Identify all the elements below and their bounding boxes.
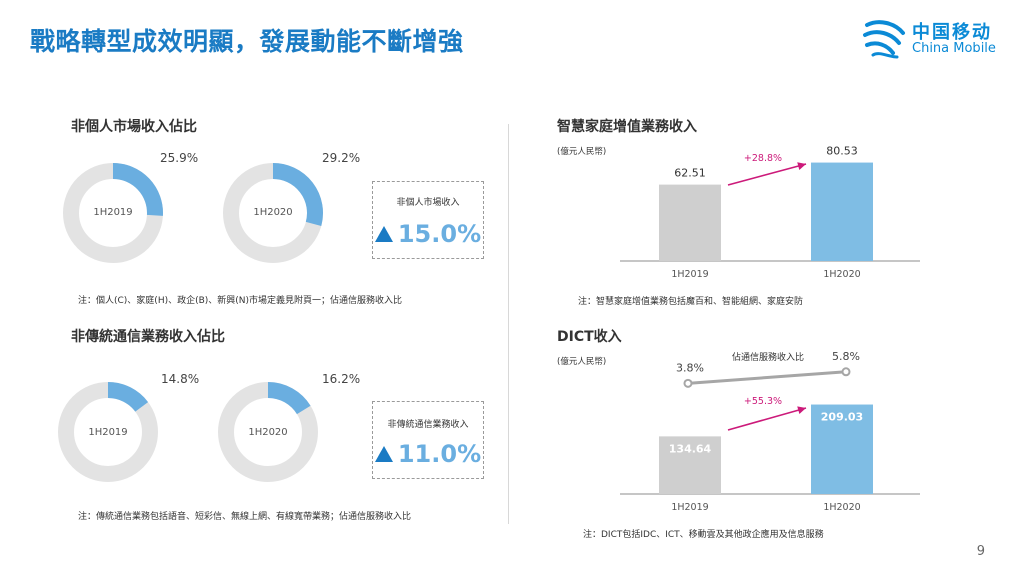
section-title-non-personal: 非個人市場收入佔比 <box>71 119 197 135</box>
donut-label: 1H2020 <box>248 427 288 438</box>
growth-box-label: 非個人市場收入 <box>396 198 460 208</box>
note-non-traditional: 注：傳統通信業務包括語音、短彩信、無線上網、有線寬帶業務；佔通信服務收入比 <box>78 512 412 522</box>
donut-segment <box>112 163 163 216</box>
growth-arrow-head <box>797 162 806 170</box>
donut-percent: 16.2% <box>322 372 361 386</box>
data-label: 80.53 <box>826 145 858 158</box>
donut-chart-non-traditional-2019 <box>58 382 158 482</box>
donut-label: 1H2020 <box>253 207 293 218</box>
page-number: 9 <box>976 544 985 559</box>
growth-arrow-line <box>727 163 807 186</box>
x-tick-label: 1H2020 <box>823 502 860 510</box>
logo-text-cn: 中国移动 <box>912 22 992 43</box>
logo-text-en: China Mobile <box>912 41 996 56</box>
up-triangle-icon <box>374 226 393 242</box>
bar <box>659 184 721 261</box>
donut-chart-non-personal-2019 <box>63 163 163 263</box>
up-triangle-icon <box>374 446 393 462</box>
ratio-series-label: 佔通信服務收入比 <box>732 351 804 363</box>
ratio-label: 5.8% <box>832 350 860 363</box>
donut-segment <box>107 382 149 413</box>
growth-arrow-line <box>727 407 807 431</box>
growth-box-non-traditional: 非傳統通信業務收入 11.0% <box>372 401 484 479</box>
bar <box>811 162 873 261</box>
data-label: 134.64 <box>669 442 712 455</box>
ratio-line <box>687 370 847 385</box>
unit-label: (億元人民幣) <box>557 357 607 367</box>
growth-box-label: 非傳統通信業務收入 <box>387 420 469 430</box>
growth-label: +28.8% <box>744 153 782 164</box>
donut-percent: 29.2% <box>322 151 361 165</box>
donut-label: 1H2019 <box>88 427 128 438</box>
x-tick-label: 1H2020 <box>823 269 860 280</box>
bar <box>659 436 721 494</box>
growth-box-value: 15.0% <box>397 220 482 248</box>
growth-arrow-head <box>797 406 806 415</box>
section-title-dict: DICT收入 <box>557 329 622 345</box>
ratio-point <box>683 378 693 388</box>
donut-chart-non-traditional-2020 <box>218 382 318 482</box>
unit-label: (億元人民幣) <box>557 147 607 157</box>
ratio-point <box>841 367 851 377</box>
ratio-label: 3.8% <box>676 361 704 374</box>
donut-segment <box>267 382 311 415</box>
donut-label: 1H2019 <box>93 207 133 218</box>
growth-label: +55.3% <box>744 396 782 407</box>
x-tick-label: 1H2019 <box>671 502 708 510</box>
donut-percent: 25.9% <box>160 151 199 165</box>
china-mobile-logo <box>863 20 905 59</box>
data-label: 209.03 <box>821 411 863 424</box>
note-non-personal: 注：個人(C)、家庭(H)、政企(B)、新興(N)市場定義見附頁一；佔通信服務收… <box>78 296 403 306</box>
x-tick-label: 1H2019 <box>671 269 708 280</box>
donut-segment <box>272 163 323 227</box>
growth-box-non-personal: 非個人市場收入 15.0% <box>372 181 484 259</box>
data-label: 62.51 <box>674 167 706 180</box>
bar-chart-dict: 1H2019 134.64 1H2020 209.03 +55.3% 3.8% 5.8% 佔通… <box>620 350 920 510</box>
section-title-smart-home: 智慧家庭增值業務收入 <box>557 119 697 135</box>
donut-percent: 14.8% <box>161 372 200 386</box>
growth-box-value: 11.0% <box>397 440 482 468</box>
section-divider <box>508 124 509 524</box>
bar <box>811 404 873 494</box>
bar-chart-smart-home: 1H2019 62.51 1H2020 80.53 +28.8% <box>620 145 920 280</box>
logo-mark-icon <box>863 20 905 59</box>
note-smart-home: 注：智慧家庭增值業務包括魔百和、智能組網、家庭安防 <box>578 297 804 307</box>
section-title-non-traditional: 非傳統通信業務收入佔比 <box>71 329 225 345</box>
note-dict: 注：DICT包括IDC、ICT、移動雲及其他政企應用及信息服務 <box>583 530 824 540</box>
donut-chart-non-personal-2020 <box>223 163 323 263</box>
page-title: 戰略轉型成效明顯，發展動能不斷增強 <box>30 27 464 56</box>
